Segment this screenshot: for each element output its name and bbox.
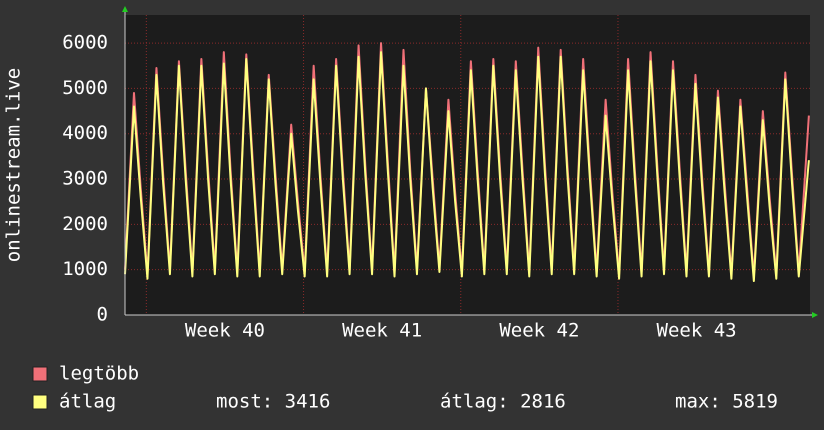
y-tick-label: 1000 [62,258,108,280]
y-tick-label: 4000 [62,122,108,144]
series-line [124,51,810,283]
stat: átlag: 2816 [440,391,566,413]
y-tick-label: 0 [97,304,108,326]
x-arrow [812,312,818,318]
stat: max: 5819 [675,391,778,413]
y-tick-label: 6000 [62,32,108,54]
legend-label: átlag [59,391,116,413]
x-tick-label: Week 43 [657,320,737,342]
y-tick-label: 3000 [62,168,108,190]
legend-label: legtöbb [59,363,139,385]
y-axis-label: onlinestream.live [3,68,25,262]
legend-swatch [32,394,48,410]
lines [124,42,810,283]
y-arrow [122,6,128,12]
y-tick-label: 2000 [62,213,108,235]
x-tick-label: Week 40 [185,320,265,342]
x-tick-label: Week 41 [342,320,422,342]
legend: legtöbb átlag [32,363,139,413]
legend-swatch [32,366,48,382]
x-tick-label: Week 42 [499,320,579,342]
y-tick-label: 5000 [62,77,108,99]
stat: most: 3416 [216,391,330,413]
